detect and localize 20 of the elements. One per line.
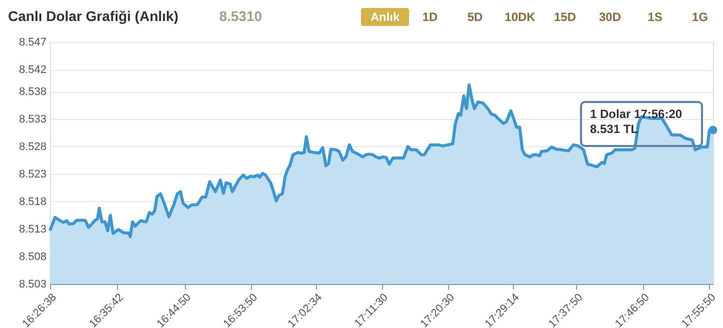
text: 10DK [504, 10, 536, 24]
text: 1S [648, 10, 662, 24]
y-tick-label: 8.523 [18, 168, 46, 180]
text: 1D [422, 10, 438, 24]
text: 1G [692, 10, 708, 24]
text: Anlık [370, 10, 400, 24]
y-tick-label: 8.542 [18, 64, 46, 76]
y-tick-label: 8.513 [18, 224, 46, 236]
y-tick-label: 8.528 [18, 141, 46, 153]
y-tick-label: 8.547 [18, 36, 46, 48]
y-tick-label: 8.503 [18, 278, 46, 290]
y-tick-label: 8.533 [18, 114, 46, 126]
chart-title: Canlı Dolar Grafiği (Anlık) [8, 8, 178, 24]
text: 5D [467, 10, 483, 24]
y-tick-label: 8.508 [18, 251, 46, 263]
text: 15D [554, 10, 576, 24]
y-tick-label: 8.538 [18, 86, 46, 98]
y-tick-label: 8.518 [18, 196, 46, 208]
chart-subtitle: 8.5310 [219, 8, 262, 24]
text: 30D [598, 10, 622, 24]
